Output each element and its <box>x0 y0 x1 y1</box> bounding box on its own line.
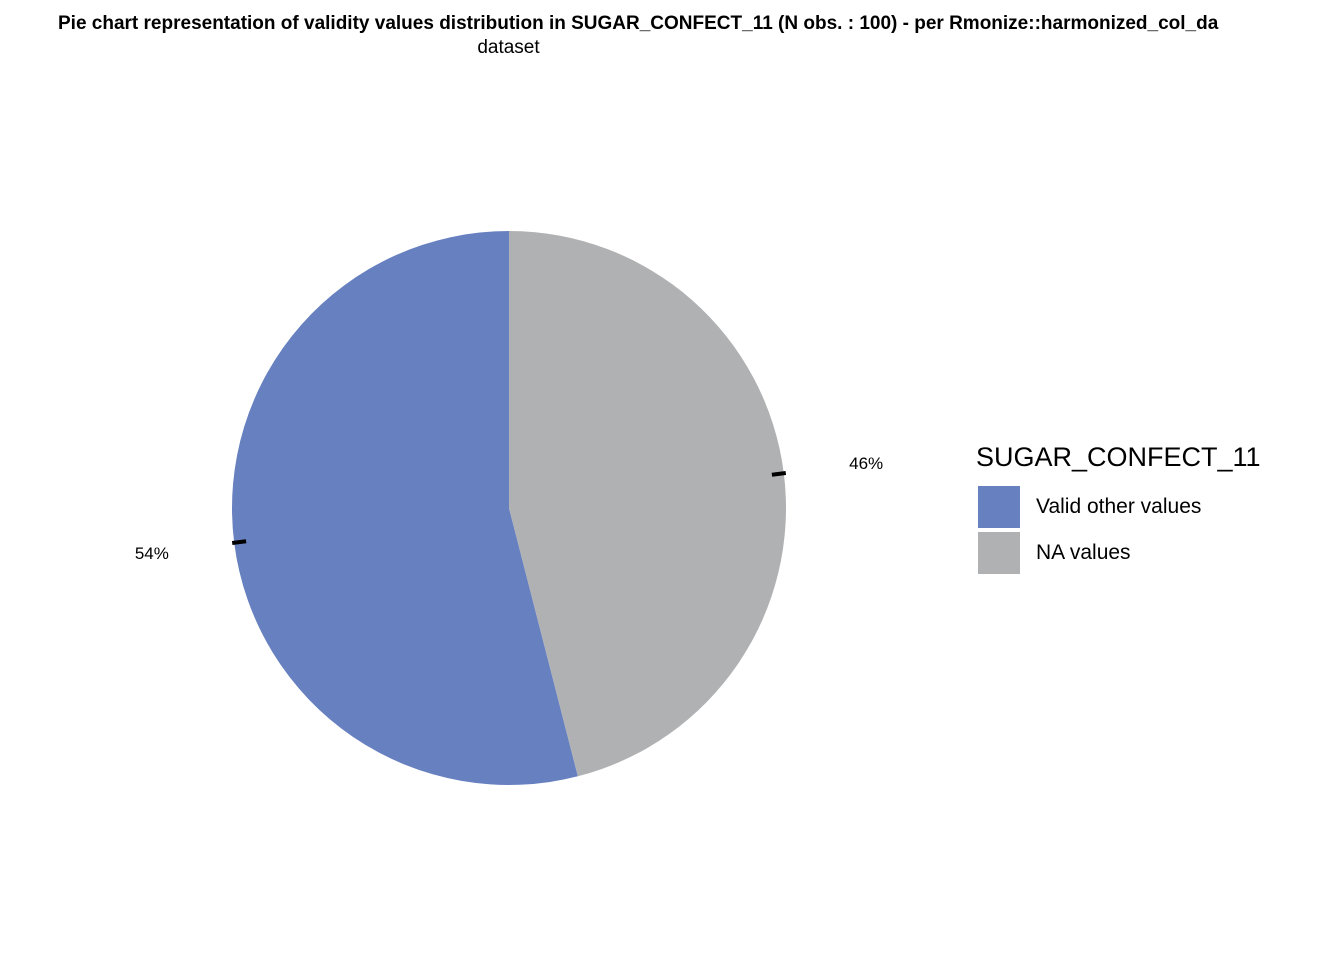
legend-title: SUGAR_CONFECT_11 <box>976 442 1261 472</box>
legend-list: Valid other values NA values <box>976 482 1316 574</box>
legend-item-na-values: NA values <box>976 528 1316 574</box>
pie-slice-na-values <box>509 231 786 777</box>
pie-tick-na-values <box>771 471 787 477</box>
legend-swatch-valid-other-values <box>978 486 1020 528</box>
legend-swatch-na-values <box>978 532 1020 574</box>
pie-percent-label-na-values: 46% <box>849 454 883 473</box>
pie-percent-label-valid-other-values: 54% <box>135 544 169 563</box>
pie-tick-valid-other-values <box>231 539 247 545</box>
legend-label-na-values: NA values <box>1036 541 1131 564</box>
chart-title: Pie chart representation of validity val… <box>58 13 1219 34</box>
chart-title-block: Pie chart representation of validity val… <box>0 12 1344 62</box>
chart-subtitle: dataset <box>477 37 540 58</box>
legend-label-valid-other-values: Valid other values <box>1036 495 1202 518</box>
pie-slice-valid-other-values <box>231 231 578 786</box>
legend-item-valid-other-values: Valid other values <box>976 482 1316 528</box>
legend: SUGAR_CONFECT_11 Valid other values NA v… <box>976 440 1316 574</box>
